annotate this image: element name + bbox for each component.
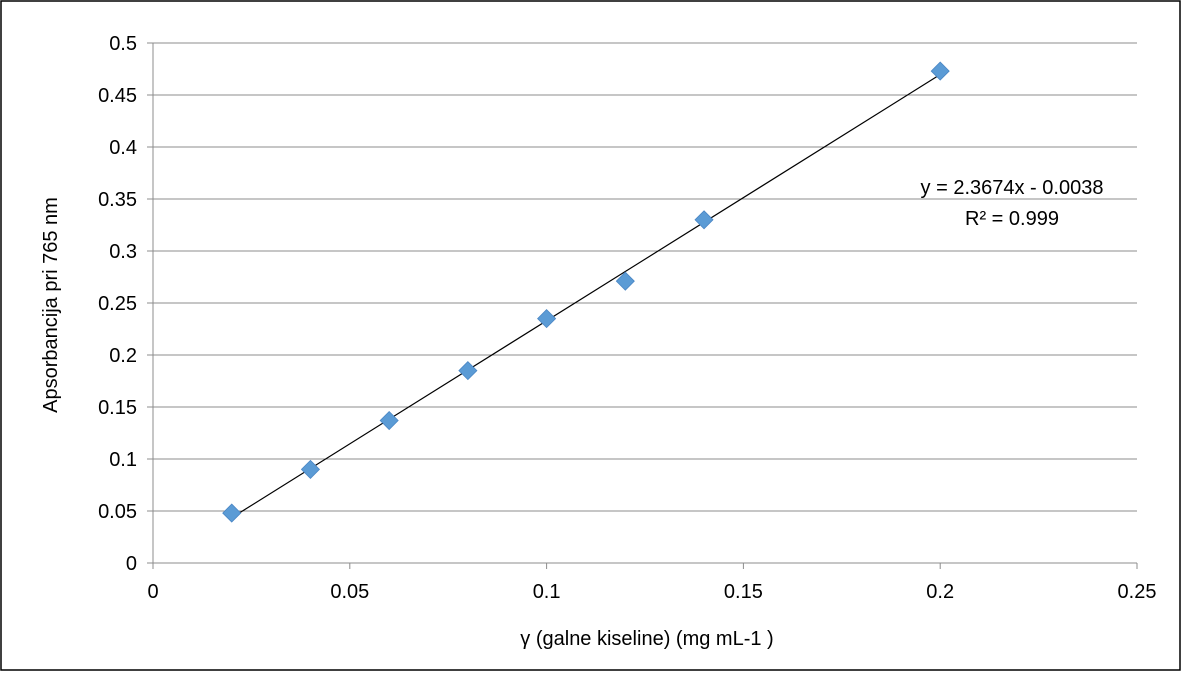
data-point <box>615 271 635 291</box>
y-tick-label: 0 <box>126 553 137 575</box>
trendline-group <box>231 74 941 519</box>
data-point <box>300 459 321 479</box>
x-axis-title: γ (galne kiseline) (mg mL-1 ) <box>520 628 773 650</box>
x-tick-label: 0.2 <box>926 581 954 603</box>
trendline-equation: y = 2.3674x - 0.0038 <box>921 177 1104 199</box>
x-tick-label: 0.05 <box>330 581 369 603</box>
y-tick-label: 0.15 <box>98 397 137 419</box>
x-tick-label: 0.25 <box>1118 581 1157 603</box>
axes <box>147 42 1138 569</box>
x-tick-labels: 0 0.05 0.1 0.15 0.2 0.25 <box>147 581 1156 603</box>
y-tick-label: 0.05 <box>98 501 137 523</box>
y-tick-label: 0.5 <box>109 33 137 55</box>
y-axis-title: Apsorbancija pri 765 nm <box>40 197 62 413</box>
x-tick-label: 0.1 <box>533 581 561 603</box>
y-tick-label: 0.2 <box>109 345 137 367</box>
data-points <box>222 61 950 523</box>
y-tick-label: 0.25 <box>98 293 137 315</box>
y-tick-label: 0.35 <box>98 189 137 211</box>
data-point <box>537 309 557 329</box>
y-tick-label: 0.3 <box>109 241 137 263</box>
data-point <box>458 361 478 381</box>
x-tick-label: 0 <box>147 581 158 603</box>
trendline-r-squared: R² = 0.999 <box>965 208 1059 230</box>
y-tick-label: 0.45 <box>98 85 137 107</box>
data-point <box>379 410 399 431</box>
data-point <box>694 210 714 230</box>
y-tick-label: 0.1 <box>109 449 137 471</box>
data-point <box>222 503 242 523</box>
data-point <box>930 61 950 81</box>
gridlines <box>153 42 1137 512</box>
x-tick-label: 0.15 <box>724 581 763 603</box>
y-tick-labels: 0 0.05 0.1 0.15 0.2 0.25 0.3 0.35 0.4 0.45 0.5 <box>98 33 137 575</box>
y-tick-label: 0.4 <box>109 137 137 159</box>
trendline <box>231 74 941 519</box>
